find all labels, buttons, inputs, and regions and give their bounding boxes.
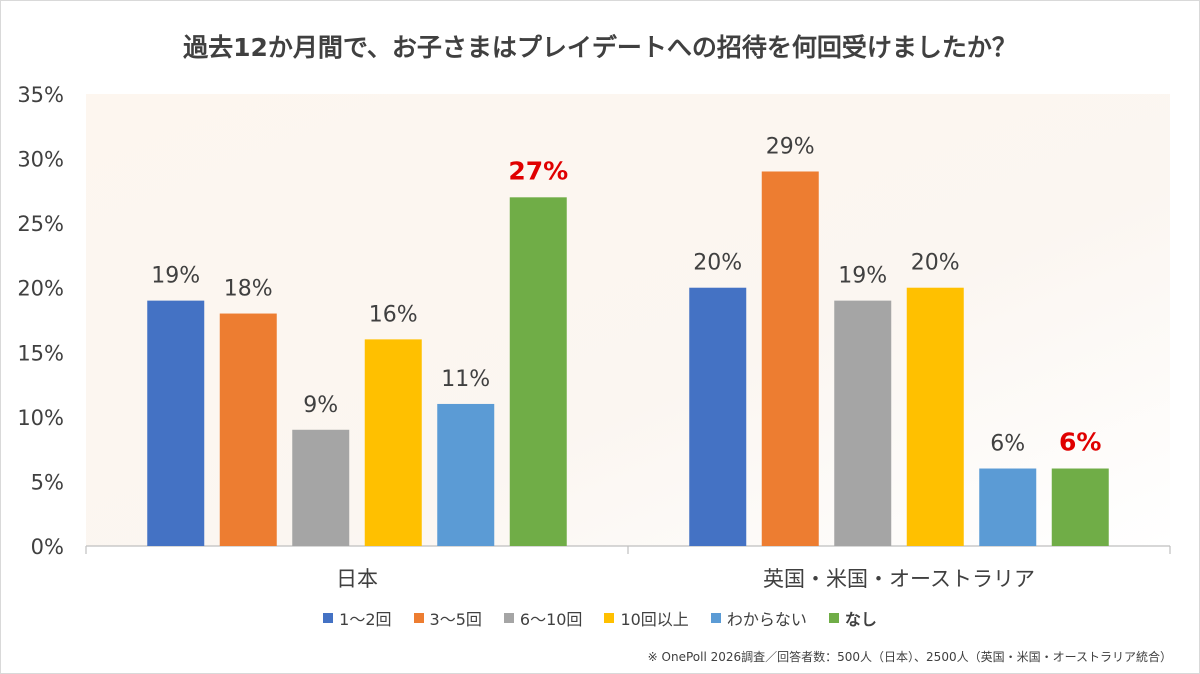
bar bbox=[509, 197, 567, 547]
bar bbox=[979, 468, 1037, 546]
legend-swatch bbox=[604, 613, 615, 623]
data-label: 20% bbox=[911, 251, 960, 276]
bar bbox=[437, 403, 495, 546]
bar bbox=[364, 339, 422, 546]
data-label: 6% bbox=[1059, 428, 1101, 457]
legend-item: 10回以上 bbox=[604, 606, 689, 630]
bar bbox=[689, 287, 747, 546]
y-tick-label: 30% bbox=[17, 148, 64, 172]
data-label: 16% bbox=[369, 302, 418, 327]
data-label: 9% bbox=[303, 393, 338, 418]
x-category-label: 日本 bbox=[336, 567, 378, 591]
y-tick-label: 35% bbox=[17, 83, 64, 107]
legend-swatch bbox=[828, 613, 839, 623]
y-tick-label: 0% bbox=[31, 535, 64, 559]
legend-item: 1～2回 bbox=[323, 606, 392, 630]
legend-label: 6～10回 bbox=[519, 610, 583, 629]
legend-item: 6～10回 bbox=[503, 606, 583, 630]
bar bbox=[219, 313, 277, 546]
bar bbox=[906, 287, 964, 546]
y-tick-label: 5% bbox=[31, 470, 64, 494]
legend-swatch bbox=[413, 613, 424, 623]
footnote: ※ OnePoll 2026調査／回答者数：500人（日本）、2500人（英国・… bbox=[647, 650, 1172, 664]
legend-swatch bbox=[503, 613, 514, 623]
chart-title: 過去12か月間で、お子さまはプレイデートへの招待を何回受けましたか？ bbox=[183, 33, 1017, 62]
bar bbox=[834, 300, 892, 546]
y-tick-label: 15% bbox=[17, 341, 64, 365]
data-label: 19% bbox=[151, 264, 200, 289]
legend-label: なし bbox=[844, 610, 877, 629]
legend-label: わからない bbox=[726, 610, 807, 629]
bar bbox=[761, 171, 819, 546]
data-label: 6% bbox=[990, 432, 1025, 457]
bar bbox=[292, 429, 350, 546]
data-label: 19% bbox=[838, 264, 887, 289]
legend-item: わからない bbox=[710, 606, 807, 630]
y-tick-label: 25% bbox=[17, 212, 64, 236]
y-tick-label: 10% bbox=[17, 406, 64, 430]
y-tick-label: 20% bbox=[17, 277, 64, 301]
data-label: 29% bbox=[766, 134, 815, 159]
data-label: 27% bbox=[508, 156, 568, 185]
data-label: 18% bbox=[224, 277, 273, 302]
legend-swatch bbox=[710, 613, 721, 623]
x-category-label: 英国・米国・オーストラリア bbox=[763, 567, 1035, 591]
legend-item: 3～5回 bbox=[413, 606, 482, 630]
legend-label: 10回以上 bbox=[620, 610, 689, 629]
legend-label: 3～5回 bbox=[429, 610, 482, 629]
bar bbox=[1051, 468, 1109, 546]
data-label: 11% bbox=[441, 367, 490, 392]
chart-legend: 1～2回 3～5回 6～10回 10回以上 わからない なし bbox=[0, 606, 1200, 630]
data-label: 20% bbox=[693, 251, 742, 276]
legend-label: 1～2回 bbox=[339, 610, 392, 629]
legend-item: なし bbox=[828, 606, 877, 630]
bar bbox=[147, 300, 205, 546]
legend-swatch bbox=[323, 613, 334, 623]
